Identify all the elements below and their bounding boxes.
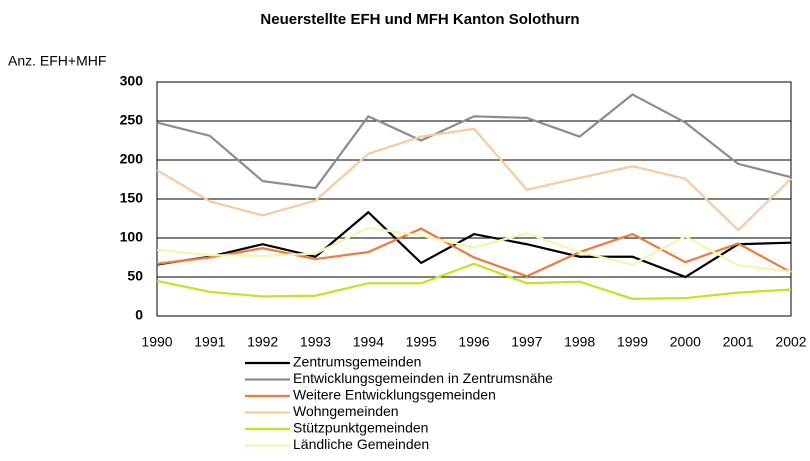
legend-label: Entwicklungsgemeinden in Zentrumsnähe xyxy=(293,370,553,386)
series-line xyxy=(156,262,792,300)
legend-label: Zentrumsgemeinden xyxy=(293,354,421,370)
x-tick-label: 1997 xyxy=(511,334,542,350)
x-tick-label: 1996 xyxy=(458,334,489,350)
x-tick-label: 1994 xyxy=(353,334,384,350)
x-tick-label: 1995 xyxy=(406,334,437,350)
series-line xyxy=(156,210,792,279)
legend-label: Wohngemeinden xyxy=(293,403,399,419)
x-tick-label: 2002 xyxy=(775,334,806,350)
series-line xyxy=(156,127,792,232)
x-tick-label: 2001 xyxy=(723,334,754,350)
y-tick-label: 150 xyxy=(120,190,144,206)
y-tick-label: 200 xyxy=(120,151,144,167)
legend-label: Weitere Entwicklungsgemeinden xyxy=(293,387,496,403)
legend-label: Stützpunktgemeinden xyxy=(293,420,428,436)
y-tick-label: 300 xyxy=(120,73,144,89)
x-tick-label: 1998 xyxy=(564,334,595,350)
chart-title: Neuerstellte EFH und MFH Kanton Solothur… xyxy=(260,11,579,28)
x-tick-label: 1999 xyxy=(617,334,648,350)
series-line xyxy=(156,226,792,273)
x-tick-label: 1991 xyxy=(194,334,225,350)
y-tick-label: 250 xyxy=(120,112,144,128)
y-tick-label: 100 xyxy=(120,229,144,245)
plot-border xyxy=(156,81,792,317)
legend-label: Ländliche Gemeinden xyxy=(293,436,429,452)
x-tick-label: 1993 xyxy=(300,334,331,350)
y-tick-label: 0 xyxy=(135,307,143,323)
series-line xyxy=(156,93,792,190)
series-line xyxy=(156,227,792,278)
y-axis-label: Anz. EFH+MHF xyxy=(8,53,106,69)
x-tick-label: 2000 xyxy=(670,334,701,350)
x-tick-label: 1992 xyxy=(247,334,278,350)
x-tick-label: 1990 xyxy=(141,334,172,350)
y-tick-label: 50 xyxy=(127,268,143,284)
